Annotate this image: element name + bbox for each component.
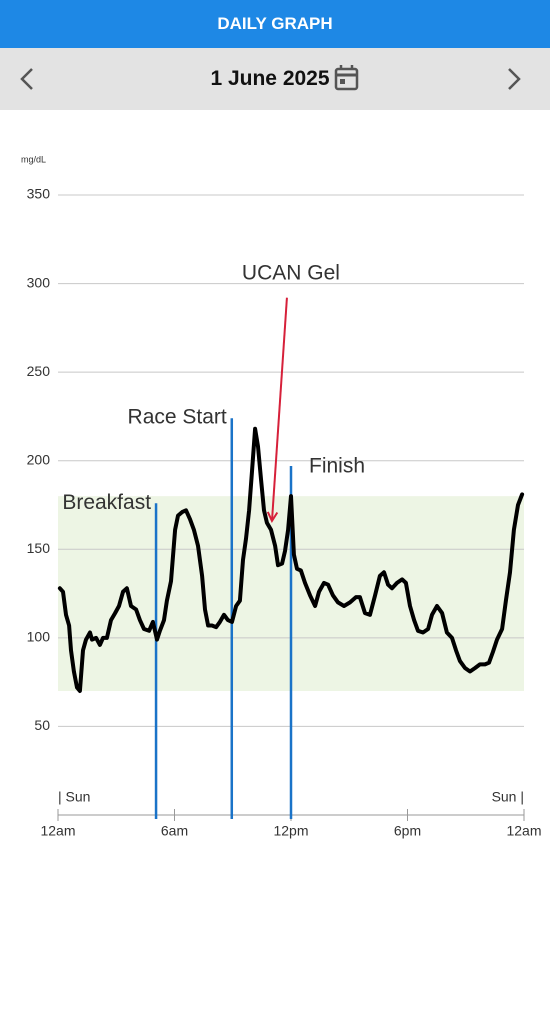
chart: mg/dL 50 100 150 200 250 300 350 12am 6am 12pm 6pm 1…: [21, 154, 542, 839]
annotation-label: UCAN Gel: [242, 261, 340, 284]
arrow-head: [266, 511, 279, 524]
header-title: DAILY GRAPH: [217, 14, 333, 33]
prev-day[interactable]: [20, 68, 33, 90]
y-tick-label: 250: [27, 363, 51, 379]
event-label: Race Start: [128, 406, 227, 429]
x-tick-label: 12am: [506, 823, 541, 839]
event-label: Breakfast: [62, 491, 151, 514]
y-tick-label: 300: [27, 274, 51, 290]
nav-icons: [20, 65, 521, 91]
y-tick-label: 50: [34, 717, 50, 733]
y-tick-label: 100: [27, 629, 51, 645]
date: 1 June 2025: [0, 48, 550, 110]
event-label: Finish: [309, 455, 365, 478]
header: DAILY GRAPH: [0, 0, 550, 48]
date-text: 1 June 2025: [210, 67, 330, 90]
y-axis-label: mg/dL: [21, 154, 46, 164]
y-tick-label: 200: [27, 451, 51, 467]
x-tick-label: 6pm: [394, 823, 421, 839]
calendar-button[interactable]: [334, 65, 359, 91]
y-tick-label: 350: [27, 186, 51, 202]
x-tick-label: 6am: [161, 823, 188, 839]
glucose-line: [57, 426, 525, 693]
y-tick-label: 150: [27, 540, 51, 556]
date-nav: 1 June 2025: [0, 48, 550, 110]
day-start-label: | Sun: [58, 789, 90, 805]
x-tick-label: 12pm: [273, 823, 308, 839]
annotation-arrow: [270, 297, 288, 522]
day-end-label: Sun |: [492, 789, 524, 805]
x-tick-label: 12am: [40, 823, 75, 839]
next-day[interactable]: [508, 68, 521, 90]
